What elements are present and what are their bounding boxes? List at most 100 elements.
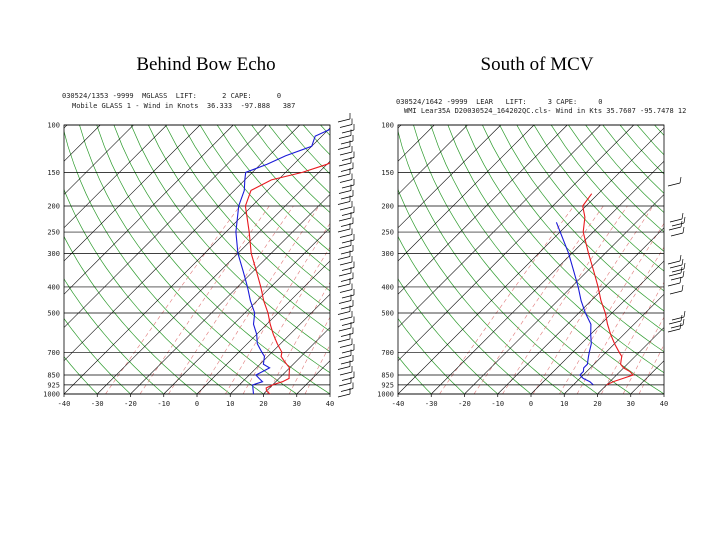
pressure-tick-label: 1000	[43, 391, 60, 399]
wind-barb	[339, 124, 353, 128]
isotherm	[64, 125, 300, 362]
right-chart-title: South of MCV	[480, 54, 594, 75]
wind-barb	[669, 264, 683, 269]
temp-tick-label: -10	[157, 400, 170, 408]
wind-barb	[339, 289, 353, 293]
isotherm	[398, 127, 664, 394]
temp-tick-label: 20	[259, 400, 267, 408]
pressure-tick-label: 850	[381, 372, 394, 380]
mixing-ratio-line	[105, 205, 241, 394]
temp-tick-label: 30	[627, 400, 635, 408]
pressure-tick-label: 925	[47, 381, 60, 389]
wind-barb	[671, 268, 685, 273]
wind-barb	[340, 333, 354, 337]
wind-barb	[340, 168, 354, 172]
dry-adiabat	[398, 278, 499, 394]
dry-adiabat	[302, 125, 330, 156]
isotherm	[398, 125, 501, 229]
dry-adiabat	[165, 125, 330, 312]
wind-barb	[341, 294, 355, 299]
pressure-tick-label: 100	[47, 122, 60, 130]
temp-tick-label: -40	[58, 400, 71, 408]
isotherm	[663, 393, 664, 394]
pressure-tick-label: 400	[381, 283, 394, 291]
dewpoint-profile	[555, 222, 594, 386]
wind-barb	[670, 232, 684, 237]
wind-barb	[339, 206, 353, 211]
isotherm	[464, 194, 664, 394]
temp-tick-label: -10	[491, 400, 504, 408]
mixing-ratio-line	[168, 205, 294, 394]
wind-barb	[669, 290, 683, 295]
isotherm	[64, 125, 134, 195]
dry-adiabat	[285, 125, 330, 175]
isotherm	[296, 360, 330, 394]
mixing-ratio-line	[139, 205, 270, 394]
wind-barb	[682, 226, 685, 234]
mixing-ratio-line	[242, 246, 330, 394]
dry-adiabat	[199, 125, 330, 272]
mixing-ratio-line	[532, 205, 654, 394]
pressure-tick-label: 200	[381, 202, 394, 210]
dry-adiabat	[482, 125, 664, 332]
wind-barb	[667, 328, 681, 333]
wind-barb	[340, 305, 354, 310]
dry-adiabat	[64, 278, 165, 394]
wind-barb	[338, 245, 352, 249]
isotherm	[97, 160, 330, 394]
wind-barb	[337, 173, 351, 178]
isotherm	[0, 125, 1, 394]
wind-barb	[337, 118, 351, 123]
dry-adiabat	[251, 125, 330, 214]
isotherm	[64, 127, 330, 394]
dry-adiabat	[398, 129, 598, 394]
wind-barb	[679, 322, 682, 330]
temp-tick-label: 30	[293, 400, 301, 408]
mixing-ratio-line	[502, 205, 628, 394]
pressure-tick-label: 925	[381, 381, 394, 389]
isotherm	[398, 125, 535, 262]
wind-barb	[339, 234, 353, 238]
wind-barb	[341, 267, 355, 271]
pressure-tick-label: 500	[381, 310, 394, 318]
mixing-ratio-line	[601, 281, 664, 394]
pressure-tick-label: 1000	[377, 391, 394, 399]
mixing-ratio-line	[576, 246, 664, 394]
wind-barb	[338, 217, 352, 222]
pressure-tick-label: 300	[381, 250, 394, 258]
pressure-tick-label: 200	[47, 202, 60, 210]
wind-barb	[337, 283, 351, 288]
mixing-ratio-line	[288, 316, 330, 394]
mixing-ratio-line	[267, 281, 330, 394]
isotherm	[597, 327, 664, 394]
wind-barb	[669, 218, 683, 223]
left-chart-title: Behind Bow Echo	[136, 54, 276, 75]
wind-barb	[681, 258, 684, 266]
isotherm	[64, 125, 267, 328]
isotherm	[66, 125, 335, 394]
pressure-tick-label: 250	[381, 229, 394, 237]
wind-barb	[680, 220, 683, 228]
wind-barb	[682, 318, 685, 326]
temp-tick-label: -20	[458, 400, 471, 408]
isotherm	[99, 125, 368, 394]
wind-barb	[338, 300, 352, 304]
wind-barb	[683, 262, 686, 270]
wind-barb	[667, 182, 681, 187]
isotherm	[530, 260, 664, 394]
wind-barb	[337, 201, 351, 205]
wind-barb	[681, 212, 684, 220]
pressure-tick-label: 300	[47, 250, 60, 258]
isotherm	[398, 125, 601, 328]
dewpoint-profile	[235, 128, 330, 394]
mixing-ratio-line	[225, 222, 330, 394]
pressure-tick-label: 150	[47, 169, 60, 177]
plot-frame	[397, 124, 665, 395]
temperature-profile	[582, 193, 635, 386]
wind-barb	[683, 310, 686, 318]
pressure-tick-label: 250	[47, 229, 60, 237]
isotherm	[130, 194, 330, 394]
isotherm	[263, 327, 330, 394]
